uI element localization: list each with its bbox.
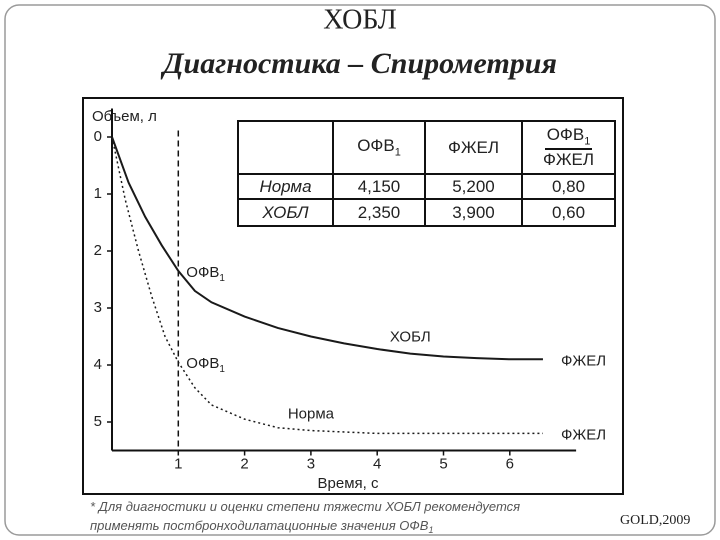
footnote-line: применять постбронходилатационные значен…: [90, 518, 429, 533]
x-tick-label: 4: [373, 455, 381, 472]
y-tick-label: 0: [94, 128, 102, 145]
y-tick-label: 2: [94, 242, 102, 259]
fraction-denominator: ФЖЕЛ: [542, 149, 595, 169]
y-tick-label: 4: [94, 356, 102, 373]
x-axis-label: Время, с: [318, 475, 379, 492]
table-cell: 0,80: [521, 173, 616, 200]
subtitle: Диагностика – Спирометрия: [160, 47, 557, 80]
fev1-label-main: ОФВ: [186, 355, 219, 372]
y-axis-label: Объем, л: [92, 108, 157, 125]
figure-frame: [82, 97, 624, 495]
fev1-label: ОФВ1: [186, 264, 225, 284]
x-tick-label: 3: [307, 455, 315, 472]
table-cell: Норма: [237, 173, 334, 200]
end-label: ФЖЕЛ: [561, 352, 606, 369]
spirometry-table: ОФВ1 ФЖЕЛ ОФВ1 ФЖЕЛ Норма 4,150 5,200 0,8…: [237, 120, 616, 227]
y-tick-label: 3: [94, 299, 102, 316]
line: [111, 136, 543, 361]
header-sub: 1: [394, 146, 401, 159]
fev1-label-main: ОФВ: [186, 264, 219, 281]
header: ОФВ: [546, 125, 585, 145]
header-sub: 1: [584, 135, 591, 148]
y-tick-label: 5: [94, 413, 102, 430]
fev1-label-sub: 1: [219, 364, 225, 375]
fev1-label-sub: 1: [219, 273, 225, 284]
table-cell: 5,200: [424, 173, 523, 200]
table-cell: 4,150: [332, 173, 426, 200]
slide-frame: [4, 4, 716, 536]
footnote: применять постбронходилатационные значен…: [90, 518, 433, 535]
source: GOLD,2009: [620, 513, 690, 528]
table-cell: 3,900: [424, 198, 523, 227]
table-cell: ФЖЕЛ: [424, 120, 523, 175]
end-label: ФЖЕЛ: [561, 426, 606, 443]
y-tick-label: 1: [94, 185, 102, 202]
x-tick-label: 2: [240, 455, 248, 472]
table-cell: 2,350: [332, 198, 426, 227]
table-cell: ОФВ1: [332, 120, 426, 175]
header: ФЖЕЛ: [447, 137, 500, 157]
footnote: * Для диагностики и оценки степени тяжес…: [90, 499, 520, 514]
header: ОФВ: [357, 136, 395, 156]
table-cell: ОФВ1 ФЖЕЛ: [521, 120, 616, 175]
table-cell: 0,60: [521, 198, 616, 227]
x-tick-label: 5: [439, 455, 447, 472]
fev1-label: ОФВ1: [186, 355, 225, 375]
table-cell: [237, 120, 334, 175]
title: ХОБЛ: [323, 4, 396, 35]
series-label: ХОБЛ: [390, 329, 431, 346]
footnote-line: * Для диагностики и оценки степени тяжес…: [90, 499, 520, 514]
footnote-sub: 1: [428, 525, 433, 535]
x-tick-label: 6: [506, 455, 514, 472]
fraction-numerator: ОФВ1: [544, 125, 593, 150]
table-cell: ХОБЛ: [237, 198, 334, 227]
x-tick-label: 1: [174, 455, 182, 472]
series-label: Норма: [288, 406, 335, 423]
